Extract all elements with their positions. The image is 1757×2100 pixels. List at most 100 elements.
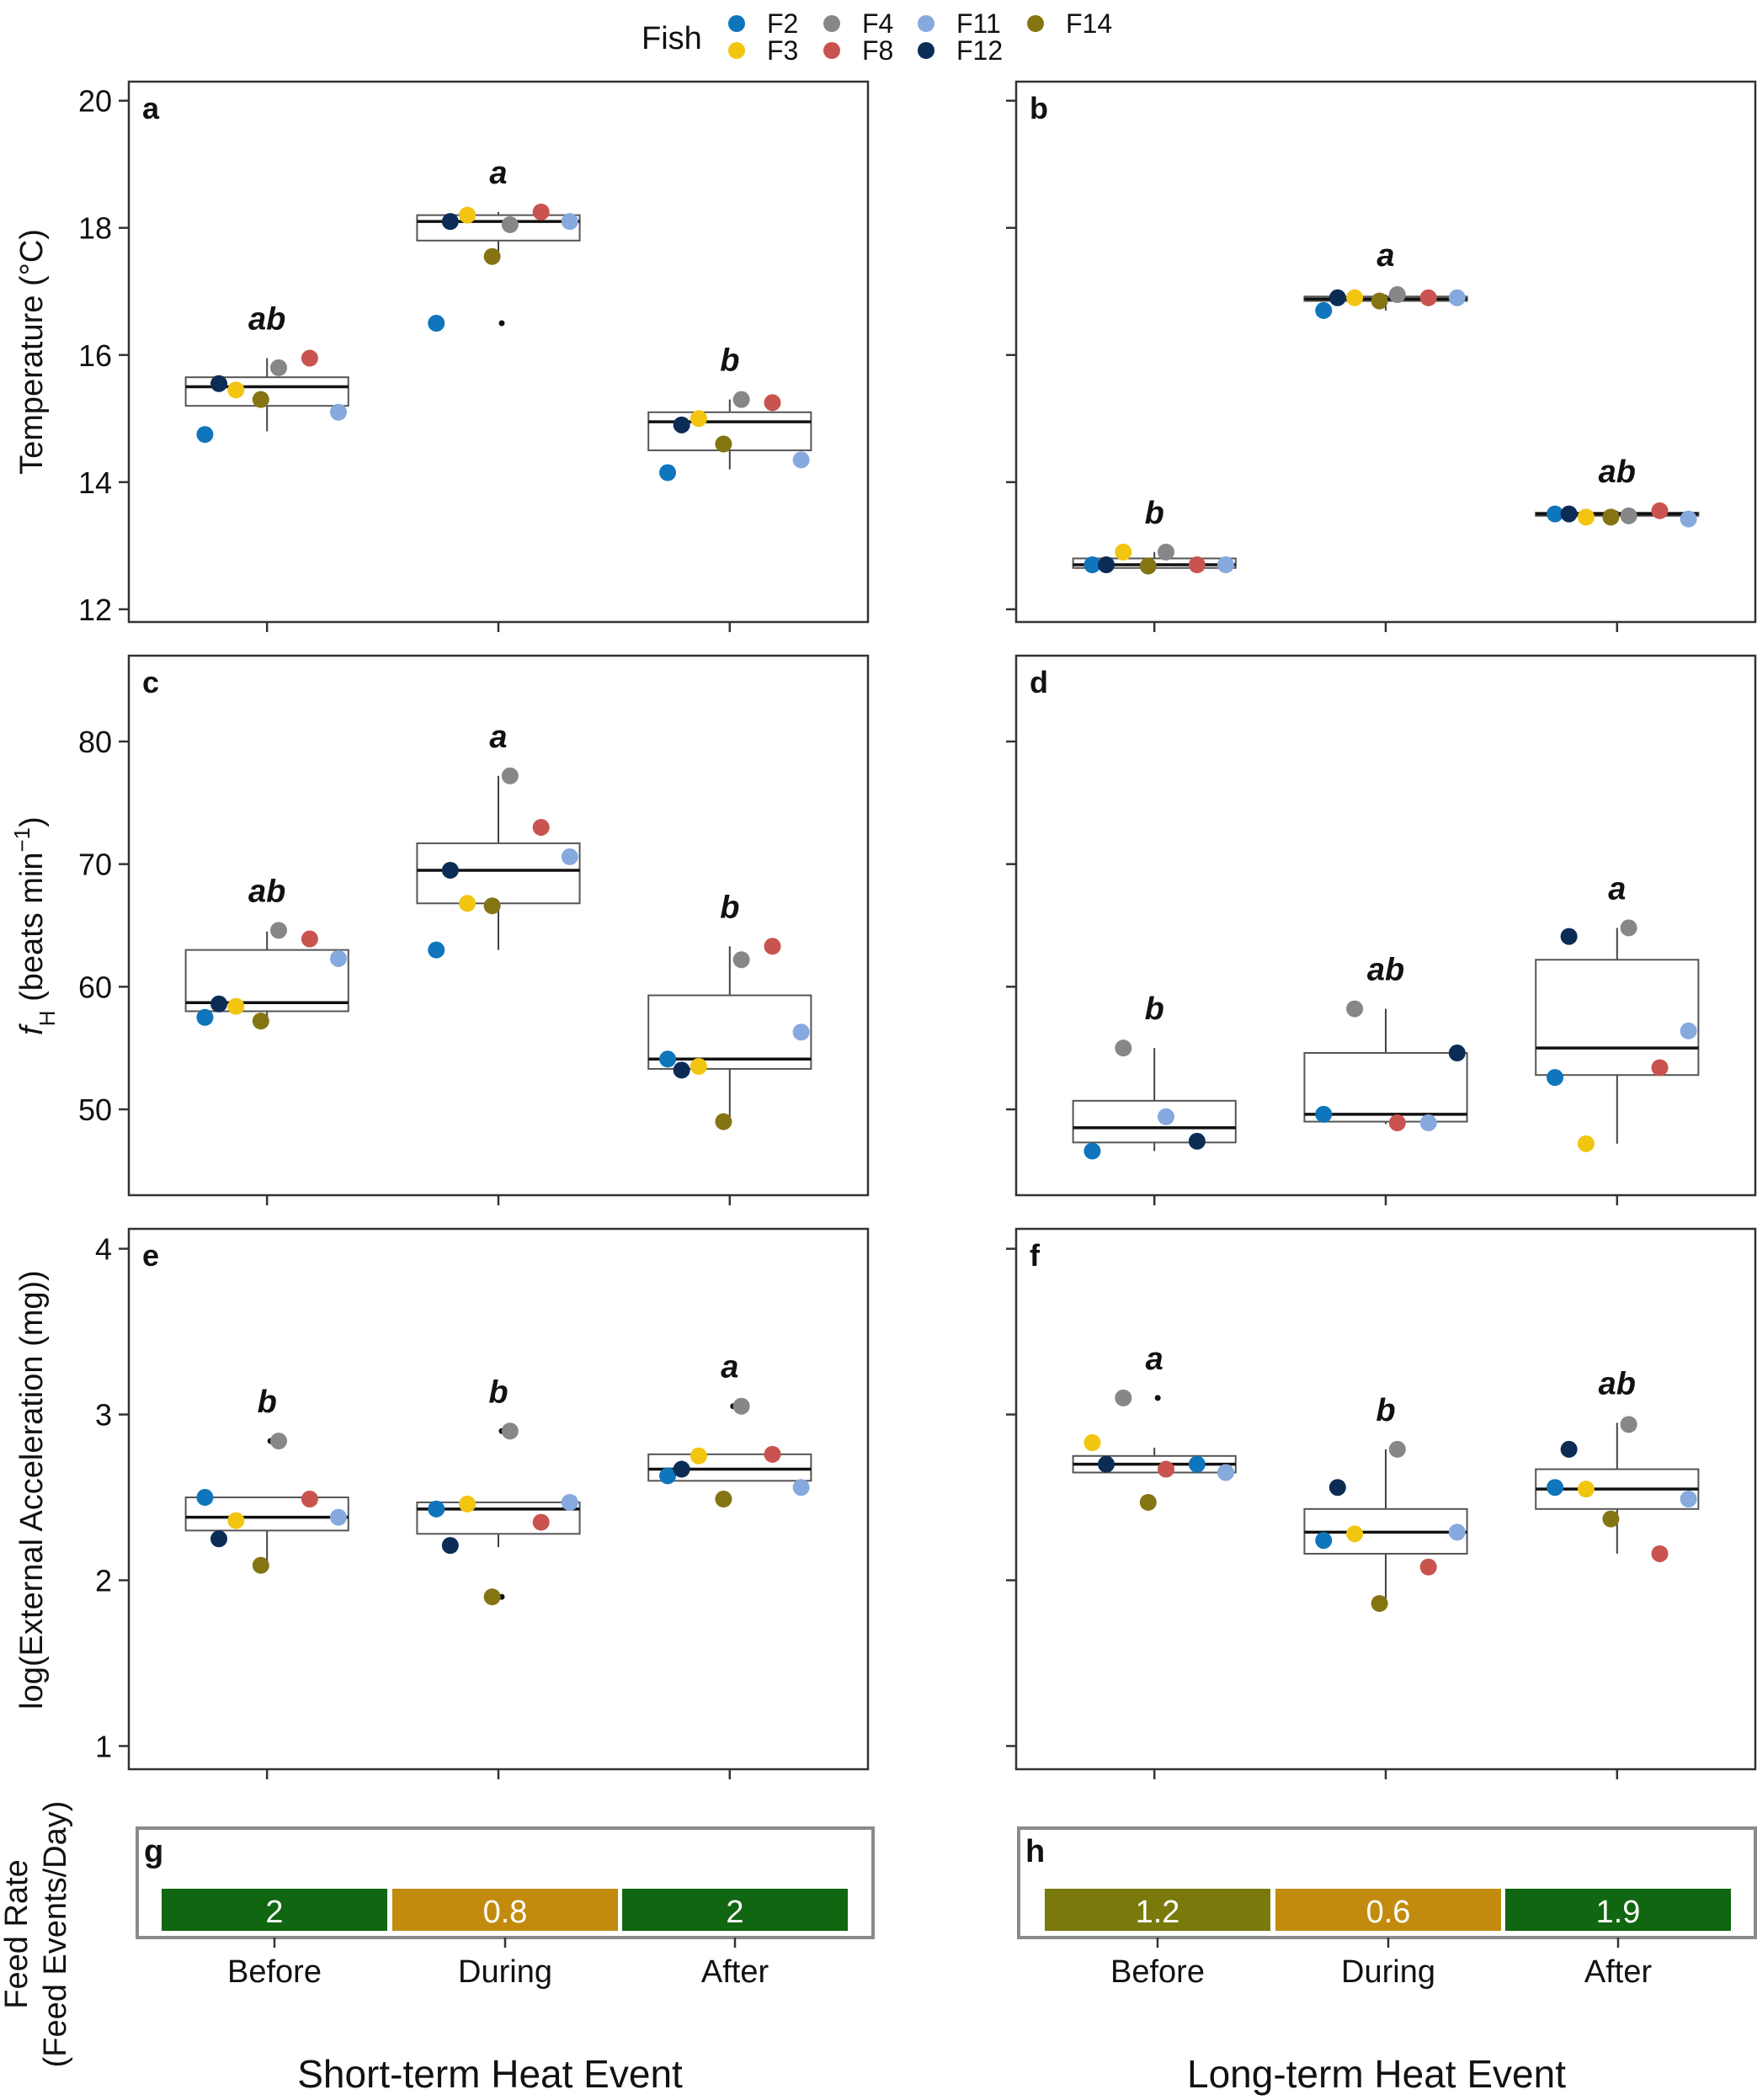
point-f-during-f2 (1315, 1532, 1333, 1550)
y-tick-label-e-1: 2 (95, 1563, 112, 1598)
heart-rate-axis-label: fH (beats min−1) (9, 816, 60, 1035)
feed-bar-g-during (392, 1889, 618, 1931)
point-e-before-f3 (227, 1512, 245, 1529)
panel-label-e: e (142, 1238, 159, 1273)
point-c-before-f8 (301, 930, 318, 948)
point-e-before-f8 (301, 1491, 318, 1507)
legend-label-f12: F12 (956, 35, 1003, 66)
y-tick-label-c-2: 70 (78, 848, 112, 882)
point-e-after-f2 (659, 1467, 677, 1485)
point-a-during-f12 (441, 213, 459, 231)
box-a-during (416, 214, 581, 242)
point-f-during-f11 (1448, 1523, 1466, 1541)
significance-letter-f-before: a (1146, 1342, 1163, 1377)
point-f-during-f14 (1371, 1595, 1388, 1613)
significance-letter-b-during: a (1376, 238, 1394, 274)
box-e-before (184, 1497, 349, 1532)
point-c-before-f14 (252, 1013, 269, 1030)
point-f-after-f11 (1680, 1491, 1697, 1507)
y-tick-label-e-0: 1 (95, 1729, 112, 1763)
point-e-during-f4 (501, 1422, 519, 1440)
panels: a1214161820ababbbaabc50607080ababdbabae1… (78, 80, 1757, 1990)
category-label-g-before: Before (227, 1954, 322, 1990)
point-a-after-f4 (732, 391, 750, 408)
point-e-before-f4 (270, 1433, 288, 1450)
legend-marker-f2 (728, 15, 745, 32)
feed-bar-g-after (622, 1889, 848, 1931)
panel-frame-b (1014, 80, 1757, 624)
box-c-during (416, 842, 581, 905)
significance-letter-a-before: ab (248, 302, 285, 338)
point-c-after-f2 (659, 1050, 677, 1068)
point-e-before-f12 (210, 1530, 228, 1548)
point-d-after-f11 (1680, 1022, 1697, 1039)
legend-marker-f12 (918, 42, 934, 59)
point-e-during-f3 (459, 1495, 477, 1513)
feed-value-g-before: 2 (265, 1895, 283, 1930)
point-a-during-f14 (483, 247, 501, 265)
point-e-during-f12 (441, 1537, 459, 1555)
point-b-before-f11 (1217, 556, 1235, 574)
significance-letter-f-after: ab (1599, 1366, 1636, 1401)
outlier-a-during-0 (498, 320, 505, 327)
feed-bar-h-after (1505, 1889, 1731, 1931)
point-b-before-f12 (1098, 556, 1115, 574)
panel-label-h: h (1025, 1834, 1045, 1869)
point-b-after-f4 (1620, 507, 1637, 524)
category-label-h-after: After (1584, 1954, 1653, 1990)
point-a-after-f14 (715, 435, 732, 453)
point-f-after-f3 (1577, 1481, 1595, 1498)
point-b-during-f14 (1371, 292, 1388, 310)
point-f-before-f14 (1139, 1493, 1157, 1511)
point-e-before-f14 (252, 1556, 269, 1574)
point-f-before-f8 (1158, 1460, 1175, 1478)
point-e-after-f12 (673, 1460, 690, 1478)
point-a-before-f2 (196, 426, 214, 444)
box-a-after (647, 411, 812, 452)
point-d-after-f3 (1577, 1135, 1595, 1152)
point-e-after-f14 (715, 1491, 732, 1507)
feed-rate-axis-label-line2: (Feed Events/Day) (38, 1801, 73, 2068)
legend-label-f8: F8 (862, 35, 893, 66)
point-c-after-f14 (715, 1113, 732, 1130)
significance-letter-a-after: b (720, 343, 739, 379)
point-c-before-f4 (270, 922, 288, 939)
legend-label-f11: F11 (956, 8, 1001, 39)
point-c-after-f3 (689, 1058, 707, 1076)
point-a-after-f11 (792, 451, 810, 469)
point-f-before-f4 (1115, 1389, 1132, 1406)
feed-value-h-after: 1.9 (1596, 1895, 1641, 1930)
point-b-before-f4 (1158, 543, 1175, 561)
point-d-during-f12 (1448, 1045, 1466, 1062)
point-c-before-f3 (227, 997, 245, 1015)
legend-marker-f4 (823, 15, 840, 32)
point-c-after-f12 (673, 1061, 690, 1079)
point-c-after-f8 (764, 938, 781, 955)
significance-letter-e-before: b (258, 1385, 277, 1420)
acceleration-axis-label: log(External Acceleration (mg)) (14, 1270, 50, 1709)
legend-marker-f11 (918, 15, 934, 32)
point-b-during-f8 (1419, 289, 1437, 306)
legend-label-f14: F14 (1066, 8, 1112, 39)
feed-bar-h-before (1045, 1889, 1270, 1931)
significance-letter-d-during: ab (1367, 953, 1404, 988)
panel-b: b b a ab (1006, 80, 1757, 632)
y-tick-label-a-4: 20 (78, 84, 112, 119)
point-f-during-f3 (1346, 1525, 1364, 1543)
panel-label-d: d (1030, 665, 1048, 699)
point-b-during-f4 (1388, 286, 1406, 304)
point-b-during-f11 (1448, 289, 1466, 306)
y-tick-label-a-0: 12 (78, 593, 112, 627)
point-c-during-f11 (561, 848, 578, 865)
point-a-before-f11 (330, 403, 348, 421)
column-title-long-term: Long-term Heat Event (1187, 2052, 1566, 2096)
point-f-before-f2 (1188, 1455, 1206, 1473)
point-f-during-f4 (1388, 1440, 1406, 1458)
significance-letter-a-during: a (489, 156, 507, 191)
point-f-after-f12 (1560, 1440, 1578, 1458)
category-label-h-before: Before (1110, 1954, 1205, 1990)
heart-rate-exponent: −1 (9, 827, 35, 853)
